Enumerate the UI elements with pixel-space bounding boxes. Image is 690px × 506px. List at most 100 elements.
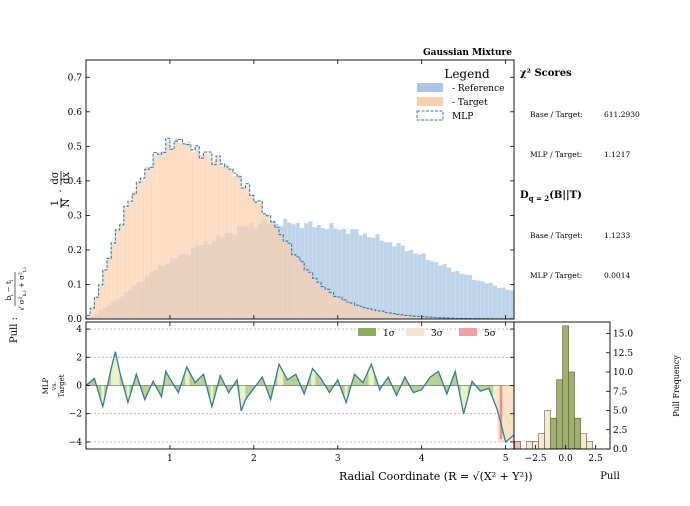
- target-bar: [115, 230, 120, 319]
- pull-frequency-bar: [556, 379, 563, 450]
- target-bar: [320, 286, 326, 319]
- reference-bar: [413, 253, 418, 319]
- pull-fill-segment: [315, 371, 317, 386]
- target-bar: [329, 292, 334, 319]
- target-bar: [161, 150, 166, 319]
- reference-bar: [371, 237, 376, 319]
- target-bar: [119, 222, 124, 319]
- svg-text:Radial Coordinate (R = √(X² +: Radial Coordinate (R = √(X² + Y²)): [339, 470, 533, 483]
- target-bar: [279, 232, 284, 319]
- pull-inner-label: MLP vs. Target: [42, 374, 66, 397]
- dq-base-value: 1.1233: [604, 231, 630, 240]
- pull-fill-segment: [463, 385, 466, 414]
- target-bar: [295, 257, 300, 319]
- target-bar: [341, 299, 347, 319]
- pull-fill-segment: [116, 354, 117, 386]
- pull-fill-segment: [281, 369, 284, 386]
- target-bar: [300, 262, 305, 319]
- reference-bar: [400, 245, 405, 319]
- pull-fill-segment: [430, 376, 432, 386]
- pull-x-ticks: 1 2 3 4 5: [167, 322, 509, 464]
- chi2-base-value: 611.2930: [604, 110, 640, 119]
- legend: Legend - Reference - Target MLP: [416, 67, 504, 122]
- svg-text:dx: dx: [61, 172, 72, 184]
- reference-bar: [367, 237, 372, 319]
- dq-base-label: Base / Target:: [530, 231, 583, 240]
- pull-frequency-panel: 0.0 2.5 5.0 7.5 10.0 12.5 15.0 −2.5 0.0 2.5 Pull…: [513, 321, 681, 482]
- main-x-ticks: [169, 60, 507, 319]
- pull-fill-segment: [316, 373, 319, 386]
- pull-panel: −4 −2 0 2 4 1 2 3 4 5 1σ 3σ 5σ MLP vs. Target Pu…: [5, 267, 533, 483]
- svg-text:Pull :: Pull :: [9, 317, 20, 343]
- pull-frequency-bar: [544, 410, 551, 450]
- reference-bar: [497, 288, 502, 319]
- svg-text:dσ: dσ: [50, 171, 61, 184]
- reference-bar: [417, 254, 422, 319]
- main-y-tick-label: 0.2: [68, 246, 82, 256]
- reference-bar: [480, 281, 485, 319]
- reference-bar: [446, 267, 451, 319]
- pull-fill-segment: [313, 370, 316, 386]
- target-bar: [417, 316, 422, 319]
- reference-bar: [320, 228, 326, 319]
- pull-line: [85, 351, 515, 444]
- pull-fill-segment: [318, 375, 320, 386]
- pull-fill-segment: [416, 385, 418, 392]
- pull-fill-segment: [202, 374, 204, 386]
- dq-mlp-label: MLP / Target:: [530, 271, 582, 280]
- svg-text:·: ·: [56, 189, 67, 192]
- pull-x-tick-label: 1: [167, 454, 173, 464]
- pull-frequency-bar: [550, 417, 557, 450]
- pull-fill-segment: [113, 354, 115, 386]
- pull-x-tick-label: 4: [419, 454, 425, 464]
- target-bar: [169, 148, 174, 319]
- reference-bar: [388, 242, 393, 319]
- pull-x-tick-label: 5: [503, 454, 509, 464]
- pull-frequency-y-tick-label: 2.5: [613, 426, 628, 436]
- pull-frequency-ylabel: Pull Frequency: [672, 355, 681, 417]
- target-bar: [153, 155, 158, 319]
- target-bar: [144, 166, 149, 319]
- main-y-tick-label: 0.7: [68, 73, 83, 83]
- reference-bar: [337, 230, 342, 319]
- target-bar: [199, 154, 204, 319]
- legend-title: Legend: [444, 67, 490, 81]
- pull-fill-segment: [280, 366, 282, 386]
- pull-fill-segment: [420, 385, 422, 391]
- pull-frequency-xlabel: Pull: [600, 471, 620, 482]
- pull-y-tick-label: 2: [76, 353, 82, 363]
- reference-bar: [308, 221, 313, 319]
- band-swatch-3sigma: [406, 328, 424, 336]
- pull-fill-segment: [245, 385, 247, 400]
- target-bar: [287, 244, 292, 319]
- pull-frequency-frame: [513, 321, 611, 450]
- pull-y-tick-label: −4: [69, 438, 83, 448]
- pull-fill-segment: [167, 373, 168, 386]
- target-bar: [165, 141, 170, 319]
- pull-frequency-y-tick-label: 0.0: [613, 445, 628, 455]
- pull-fill-segment: [242, 385, 244, 408]
- pull-frequency-bar: [538, 433, 545, 450]
- reference-bar: [341, 228, 347, 319]
- pull-frequency-bar: [562, 325, 569, 450]
- band-label-5sigma: 5σ: [484, 329, 496, 339]
- reference-bar: [379, 240, 384, 319]
- target-bar: [102, 269, 107, 319]
- legend-label-reference: - Reference: [452, 84, 504, 94]
- pull-fill-segment: [290, 377, 292, 386]
- target-bar: [148, 166, 153, 319]
- target-bar: [371, 309, 376, 319]
- pull-fill-segment: [355, 375, 358, 386]
- pull-y-tick-label: −2: [69, 410, 82, 420]
- pull-tail-5sigma: [499, 385, 503, 440]
- pull-y-tick-label: 4: [76, 325, 82, 335]
- pull-fill-segment: [418, 385, 421, 391]
- x-axis-label: Radial Coordinate (R = √(X² + Y²)): [339, 470, 533, 483]
- pull-fill-segment: [288, 377, 291, 386]
- pull-frequency-y-tick-label: 10.0: [613, 368, 633, 378]
- pull-fill-segment: [114, 351, 116, 386]
- pull-frequency-x-ticks: −2.5 0.0 2.5: [525, 445, 603, 464]
- pull-fill-segment: [354, 374, 356, 386]
- chart-title: Gaussian Mixture: [423, 48, 512, 58]
- target-bar: [413, 316, 418, 319]
